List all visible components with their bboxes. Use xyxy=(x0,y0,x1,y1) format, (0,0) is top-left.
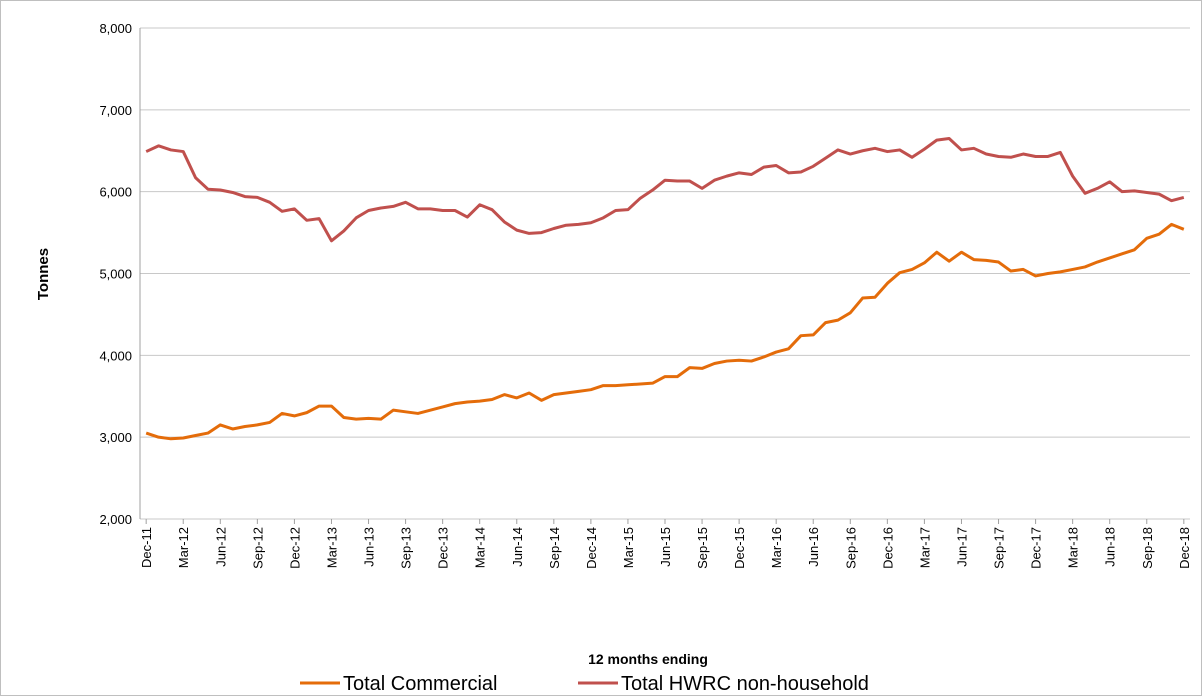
x-tick-label: Dec-13 xyxy=(436,527,451,569)
x-tick-label: Jun-18 xyxy=(1103,527,1118,567)
x-tick-label: Sep-18 xyxy=(1140,527,1155,569)
x-tick-label: Mar-13 xyxy=(324,527,339,568)
y-axis-title: Tonnes xyxy=(35,248,52,300)
series-line xyxy=(145,222,1185,441)
y-tick-label: 7,000 xyxy=(99,103,132,118)
x-tick-label: Sep-16 xyxy=(843,527,858,569)
y-tick-label: 6,000 xyxy=(99,185,132,200)
x-tick-label: Dec-14 xyxy=(584,527,599,569)
legend-label: Total Commercial xyxy=(343,673,497,695)
x-tick-label: Sep-15 xyxy=(695,527,710,569)
x-tick-label: Sep-12 xyxy=(250,527,265,569)
x-tick-label: Mar-15 xyxy=(621,527,636,568)
x-tick-label: Mar-17 xyxy=(917,527,932,568)
y-tick-label: 5,000 xyxy=(99,267,132,282)
y-tick-label: 4,000 xyxy=(99,348,132,363)
x-tick-label: Mar-18 xyxy=(1066,527,1081,568)
y-tick-label: 8,000 xyxy=(99,21,132,36)
x-tick-label: Sep-17 xyxy=(992,527,1007,569)
x-tick-label: Dec-16 xyxy=(880,527,895,569)
x-tick-label: Jun-12 xyxy=(213,527,228,567)
x-tick-label: Mar-12 xyxy=(176,527,191,568)
x-tick-label: Mar-14 xyxy=(473,527,488,568)
x-tick-label: Jun-16 xyxy=(806,527,821,567)
x-axis-title: 12 months ending xyxy=(588,651,708,667)
x-tick-label: Dec-18 xyxy=(1177,527,1192,569)
x-tick-label: Sep-13 xyxy=(399,527,414,569)
y-tick-label: 2,000 xyxy=(99,512,132,527)
series-line xyxy=(145,136,1185,243)
x-tick-label: Jun-14 xyxy=(510,527,525,567)
x-tick-label: Dec-12 xyxy=(287,527,302,569)
legend-label: Total HWRC non-household xyxy=(621,673,869,695)
y-tick-label: 3,000 xyxy=(99,430,132,445)
x-tick-label: Dec-11 xyxy=(139,527,154,568)
x-tick-label: Jun-17 xyxy=(954,527,969,567)
x-tick-label: Dec-17 xyxy=(1029,527,1044,569)
x-tick-label: Jun-13 xyxy=(362,527,377,567)
x-tick-label: Jun-15 xyxy=(658,527,673,567)
x-tick-label: Dec-15 xyxy=(732,527,747,569)
x-tick-label: Mar-16 xyxy=(769,527,784,568)
x-tick-label: Sep-14 xyxy=(547,527,562,569)
